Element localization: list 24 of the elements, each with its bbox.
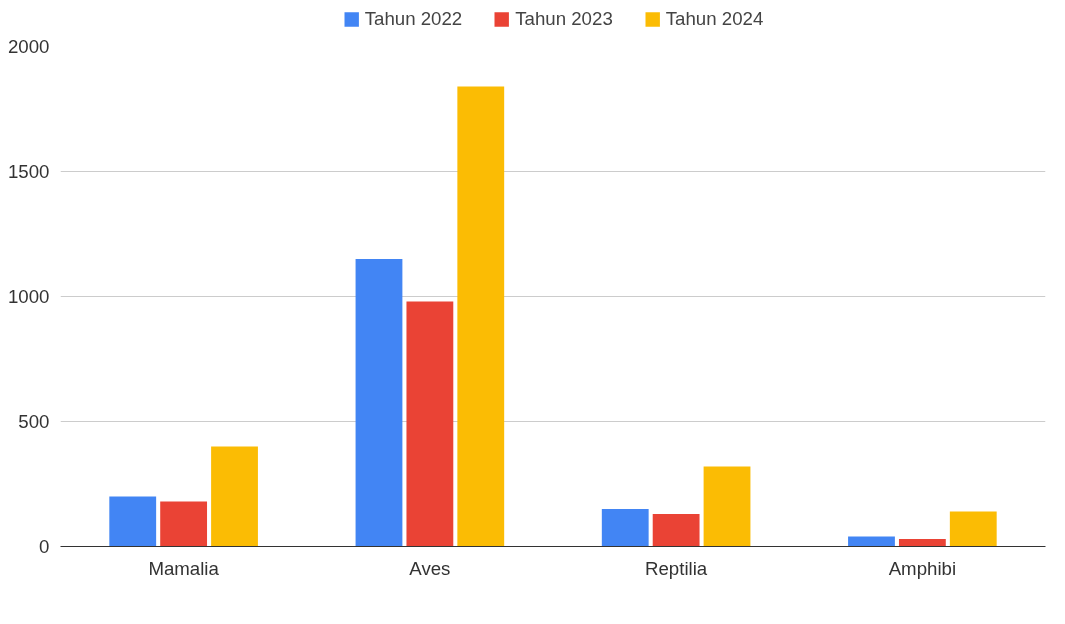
bar — [703, 466, 751, 547]
y-tick-label: 0 — [39, 536, 50, 557]
bar — [898, 539, 946, 547]
legend-label: Tahun 2023 — [515, 8, 613, 30]
x-tick-label: Aves — [409, 557, 451, 579]
bar — [211, 446, 258, 547]
bar — [160, 501, 208, 547]
bar — [109, 496, 157, 547]
y-tick-label: 1500 — [8, 161, 50, 182]
x-tick-label: Reptilia — [645, 557, 708, 579]
x-tick-label: Amphibi — [888, 557, 957, 579]
x-tick-label: Mamalia — [148, 557, 220, 579]
bar — [355, 259, 403, 547]
bar — [601, 509, 649, 547]
legend-label: Tahun 2024 — [665, 8, 764, 30]
y-tick-label: 2000 — [8, 36, 50, 57]
y-tick-label: 500 — [18, 411, 50, 432]
bar — [949, 511, 997, 547]
bar — [457, 86, 505, 547]
y-tick-label: 1000 — [8, 286, 50, 307]
bar — [652, 514, 700, 547]
bar — [406, 301, 454, 547]
legend-label: Tahun 2022 — [364, 8, 463, 30]
bar — [848, 536, 895, 547]
